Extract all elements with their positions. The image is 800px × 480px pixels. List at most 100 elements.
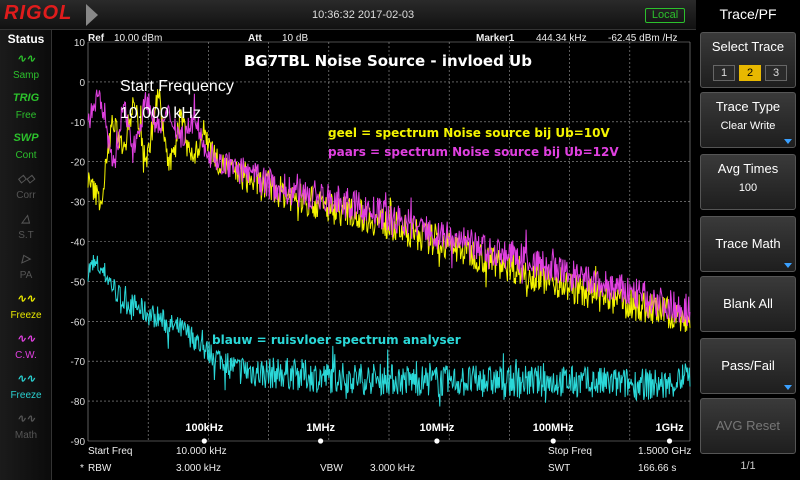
avg-times-value: 100 (738, 182, 758, 194)
x-tick-label: 100kHz (185, 422, 223, 434)
st-icon: △ (21, 213, 31, 225)
blank-all-label: Blank All (723, 296, 773, 311)
status-label: Corr (16, 190, 36, 201)
y-tick-label: -50 (71, 277, 86, 288)
status-panel: Status ∿∿ Samp TRIG Free SWP Cont ◇◇ Corr △ S.T ▷ P… (0, 30, 52, 480)
status-label: Free (15, 110, 37, 121)
submenu-arrow-icon (784, 385, 792, 390)
start-freq-value: 10.000 kHz (176, 446, 227, 457)
trig-icon: TRIG (12, 92, 40, 104)
start-frequency-label: Start Frequency (120, 78, 234, 95)
rigol-logo: RIGOL (4, 2, 73, 24)
logo-arrow-icon (86, 4, 98, 26)
trace-group (87, 89, 691, 407)
menu-title: Trace/PF (719, 6, 777, 22)
trace-option-1[interactable]: 1 (713, 65, 735, 81)
stop-freq-value: 1.5000 GHz (638, 446, 691, 457)
select-trace-label: Select Trace (711, 39, 785, 54)
y-tick-label: 10 (74, 38, 86, 49)
status-label: Freeze (10, 310, 42, 321)
spectrum-plot: Ref 10.00 dBm Att 10 dB Marker1 444.34 k… (52, 30, 696, 480)
top-bar: RIGOL 10:36:32 2017-02-03 Local (0, 0, 696, 30)
freeze-icon: ∿∿ (16, 293, 36, 305)
pass-fail-label: Pass/Fail (721, 358, 775, 373)
avg-times-label: Avg Times (717, 161, 779, 176)
swt-value: 166.66 s (638, 463, 676, 474)
status-label: Samp (12, 70, 40, 81)
y-tick-label: -40 (71, 238, 86, 249)
y-tick-label: 0 (79, 78, 85, 89)
local-mode-badge[interactable]: Local (645, 8, 685, 23)
rbw-label: RBW (88, 463, 112, 474)
status-free-1: TRIG Free (4, 92, 48, 128)
start-freq-label: Start Freq (88, 446, 132, 457)
status-samp-0: ∿∿ Samp (4, 52, 48, 88)
freeze2-icon: ∿∿ (16, 373, 36, 385)
x-tick-dot (318, 438, 324, 444)
trace-type-button[interactable]: Trace Type Clear Write (700, 92, 796, 148)
x-tick-label: 10MHz (419, 422, 454, 434)
x-tick-label: 1MHz (306, 422, 335, 434)
submenu-arrow-icon (784, 263, 792, 268)
status-freeze-8: ∿∿ Freeze (4, 372, 48, 408)
trace-type-label: Trace Type (715, 99, 781, 114)
datetime: 10:36:32 2017-02-03 (312, 9, 415, 21)
avg-reset-label: AVG Reset (715, 418, 781, 433)
marker-label: Marker1 (476, 33, 515, 44)
blank-all-button[interactable]: Blank All (700, 276, 796, 332)
start-frequency-value: 10.000 kHz (120, 105, 201, 122)
math-icon: ∿∿ (16, 413, 36, 425)
y-tick-label: -80 (71, 397, 86, 408)
trace-option-3[interactable]: 3 (765, 65, 787, 81)
pa-icon: ▷ (21, 253, 31, 265)
y-tick-label: -90 (71, 437, 86, 448)
samp-icon: ∿∿ (16, 53, 36, 65)
trace-magenta (87, 89, 691, 327)
trace-yellow (87, 89, 691, 333)
swp-icon: SWP (13, 132, 39, 144)
cw-icon: ∿∿ (16, 333, 36, 345)
status-label: Freeze (10, 390, 42, 401)
status-label: C.W. (15, 350, 37, 361)
x-tick-dot (434, 438, 440, 444)
submenu-arrow-icon (784, 139, 792, 144)
trace-math-button[interactable]: Trace Math (700, 216, 796, 272)
status-title: Status (7, 32, 45, 46)
x-tick-dot (550, 438, 556, 444)
trace-option-2[interactable]: 2 (739, 65, 761, 81)
trace-math-label: Trace Math (715, 236, 781, 251)
status-pa-5: ▷ PA (4, 252, 48, 288)
spectrum-display: Ref 10.00 dBm Att 10 dB Marker1 444.34 k… (52, 30, 696, 480)
y-tick-label: -30 (71, 198, 86, 209)
marker-freq: 444.34 kHz (536, 33, 587, 44)
pass-fail-button[interactable]: Pass/Fail (700, 338, 796, 394)
status-cont-2: SWP Cont (4, 132, 48, 168)
status-s-t-4: △ S.T (4, 212, 48, 248)
avg-times-button[interactable]: Avg Times 100 (700, 154, 796, 210)
ref-label: Ref (88, 33, 105, 44)
status-label: Cont (15, 150, 37, 161)
y-tick-label: -20 (71, 158, 86, 169)
yellow-trace-legend: geel = spectrum Noise source bij Ub=10V (328, 126, 610, 140)
x-tick-dot (201, 438, 207, 444)
y-axis-ticks: 10 0 -10 -20 -30 -40 -50 -60 -70 -80 -90 (71, 38, 86, 448)
status-label: PA (19, 270, 33, 281)
plot-title: BG7TBL Noise Source - invloed Ub (244, 52, 532, 70)
avg-reset-button[interactable]: AVG Reset (700, 398, 796, 454)
magenta-trace-legend: paars = spectrum Noise source bij Ub=12V (328, 145, 619, 159)
x-axis-ticks: 100kHz 1MHz 10MHz 100MHz 1GHz (185, 422, 684, 444)
corr-icon: ◇◇ (17, 173, 35, 185)
stop-freq-label: Stop Freq (548, 446, 592, 457)
vbw-value: 3.000 kHz (370, 463, 415, 474)
rbw-star-icon: * (80, 463, 84, 474)
status-freeze-6: ∿∿ Freeze (4, 292, 48, 328)
y-tick-label: -70 (71, 357, 86, 368)
rbw-value: 3.000 kHz (176, 463, 221, 474)
vbw-label: VBW (320, 463, 343, 474)
ref-value: 10.00 dBm (114, 33, 162, 44)
swt-label: SWT (548, 463, 570, 474)
att-label: Att (248, 33, 263, 44)
